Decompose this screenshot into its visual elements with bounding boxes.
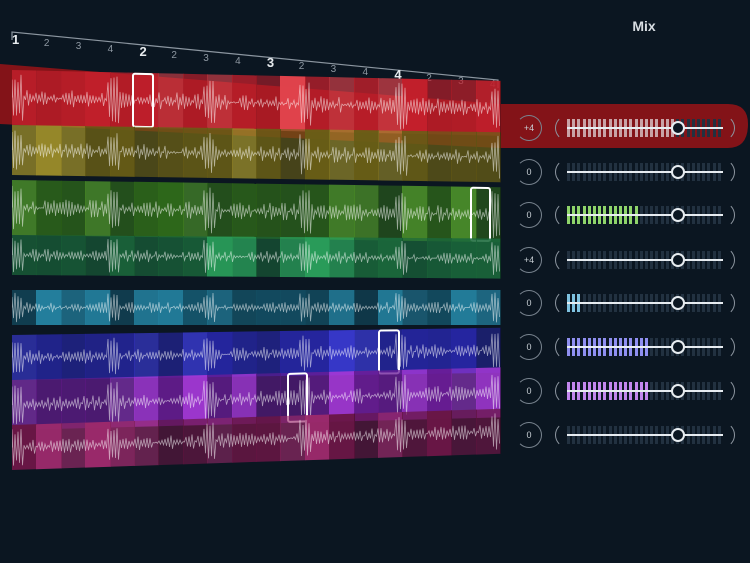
waveform — [12, 130, 500, 179]
volume-slider[interactable] — [555, 247, 735, 273]
track-olive[interactable] — [12, 125, 501, 183]
beat-label: 4 — [235, 55, 241, 67]
slider-knob[interactable] — [670, 384, 685, 398]
transpose-button[interactable]: 0 — [516, 202, 542, 228]
slider-knob[interactable] — [670, 340, 685, 354]
track-blue[interactable] — [12, 327, 501, 380]
beat-label: 3 — [75, 40, 82, 52]
slider-frame — [555, 334, 735, 360]
volume-slider[interactable] — [555, 290, 735, 316]
playhead-marker[interactable] — [378, 329, 400, 375]
waveform — [12, 74, 500, 130]
volume-slider[interactable] — [555, 334, 735, 360]
slider-knob[interactable] — [670, 121, 685, 135]
transpose-button[interactable]: 0 — [516, 378, 542, 404]
slider-knob[interactable] — [670, 253, 685, 267]
slider-frame — [555, 202, 735, 228]
beat-label: 4 — [362, 67, 369, 79]
beat-label: 2 — [139, 43, 147, 59]
track-purple[interactable] — [12, 367, 501, 430]
volume-slider[interactable] — [555, 378, 735, 404]
slider-rail — [567, 302, 723, 304]
slider-knob[interactable] — [670, 296, 685, 310]
slider-rail — [567, 346, 723, 348]
waveform — [12, 185, 500, 238]
beat-label: 3 — [330, 64, 337, 76]
volume-slider[interactable] — [555, 159, 735, 185]
slider-frame — [555, 422, 735, 448]
track-cyan[interactable] — [12, 290, 501, 325]
slider-knob[interactable] — [670, 165, 685, 179]
slider-frame — [555, 290, 735, 316]
transpose-button[interactable]: +4 — [516, 247, 542, 273]
beat-label: 1 — [12, 32, 20, 47]
slider-frame — [555, 115, 735, 141]
transpose-button[interactable]: 0 — [516, 422, 542, 448]
slider-rail — [567, 214, 723, 216]
waveform — [12, 292, 500, 323]
volume-slider[interactable] — [555, 115, 735, 141]
track-teal[interactable] — [12, 235, 501, 279]
beat-label: 2 — [43, 37, 50, 49]
volume-slider[interactable] — [555, 202, 735, 228]
waveform — [12, 333, 500, 375]
track-magenta[interactable] — [12, 408, 501, 470]
waveform — [12, 413, 500, 466]
slider-rail — [567, 171, 723, 173]
playhead-marker[interactable] — [132, 72, 154, 129]
track-green[interactable] — [12, 180, 501, 243]
slider-frame — [555, 159, 735, 185]
beat-label: 4 — [107, 43, 114, 55]
slider-rail — [567, 259, 723, 261]
track-red[interactable] — [12, 70, 501, 136]
transpose-button[interactable]: +4 — [516, 115, 542, 141]
slider-frame — [555, 378, 735, 404]
waveform — [12, 237, 500, 275]
mix-title: Mix — [632, 18, 656, 34]
slider-knob[interactable] — [670, 428, 685, 442]
slider-rail — [567, 127, 723, 129]
slider-frame — [555, 247, 735, 273]
transpose-button[interactable]: 0 — [516, 334, 542, 360]
playhead-marker[interactable] — [469, 186, 492, 243]
waveform — [12, 374, 500, 425]
beat-label: 3 — [203, 52, 209, 64]
slider-rail — [567, 390, 723, 392]
transpose-button[interactable]: 0 — [516, 290, 542, 316]
transpose-button[interactable]: 0 — [516, 159, 542, 185]
beat-label: 2 — [171, 49, 177, 61]
slider-knob[interactable] — [670, 208, 685, 222]
volume-slider[interactable] — [555, 422, 735, 448]
slider-rail — [567, 434, 723, 436]
beat-label: 2 — [298, 61, 305, 73]
beat-label: 3 — [266, 55, 275, 71]
